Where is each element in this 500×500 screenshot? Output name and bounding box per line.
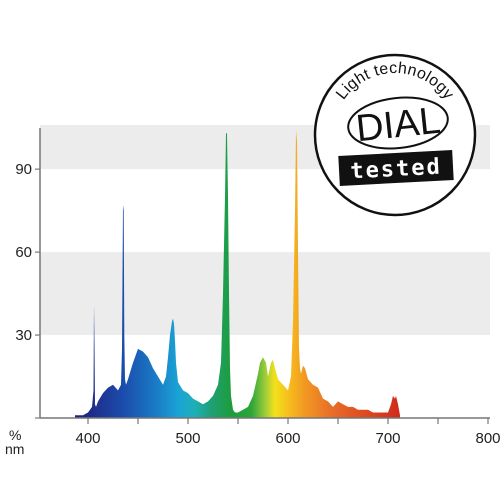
grid-band xyxy=(40,252,490,336)
y-axis-ticks: 30 60 90 xyxy=(15,161,40,419)
x-axis-ticks: 400 500 600 700 800 xyxy=(75,418,500,447)
y-unit-label: % xyxy=(9,427,21,443)
axes xyxy=(39,128,490,419)
x-tick-label: 700 xyxy=(375,430,400,447)
y-tick-label: 60 xyxy=(15,244,32,261)
dial-tested-seal: Light technology DIAL tested xyxy=(313,53,477,217)
y-tick-label: 30 xyxy=(15,327,32,344)
seal-tested-badge: tested xyxy=(350,155,443,185)
x-tick-label: 500 xyxy=(175,430,200,447)
spectrum-area xyxy=(75,130,400,418)
x-tick-label: 400 xyxy=(75,430,100,447)
x-tick-label: 600 xyxy=(275,430,300,447)
y-tick-label: 90 xyxy=(15,161,32,178)
x-tick-label: 800 xyxy=(475,430,500,447)
seal-brand-text: DIAL xyxy=(354,100,442,151)
x-unit-label: nm xyxy=(5,441,24,457)
